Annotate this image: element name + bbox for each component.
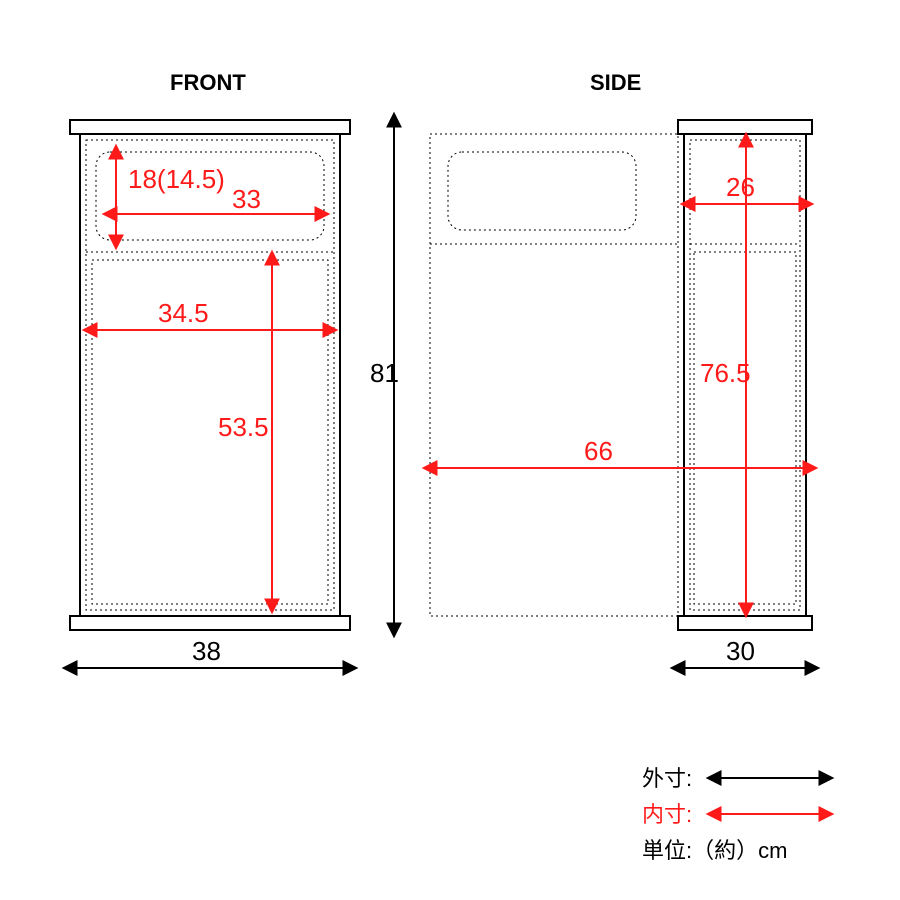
dimension-diagram: FRONT SIDE 18(14.5) 33 34.5 53.5 81 38 2… (0, 0, 900, 900)
front-opening-height: 18(14.5) (128, 164, 225, 194)
front-outer-width: 38 (192, 636, 221, 666)
side-inner-height: 76.5 (700, 358, 751, 388)
legend: 外寸: 内寸: 単位:（約）cm (642, 766, 820, 863)
side-view: 26 76.5 66 (430, 120, 812, 630)
side-inner-width: 26 (726, 172, 755, 202)
side-combined-width: 66 (584, 436, 613, 466)
legend-unit-label: 単位:（約）cm (642, 838, 787, 863)
front-opening-width: 33 (232, 184, 261, 214)
side-heading: SIDE (590, 70, 641, 95)
front-inner-width: 34.5 (158, 298, 209, 328)
front-heading: FRONT (170, 70, 246, 95)
overall-height: 81 (370, 358, 399, 388)
front-inner-height: 53.5 (218, 412, 269, 442)
side-outer-width: 30 (726, 636, 755, 666)
legend-inner-label: 内寸: (642, 802, 692, 827)
front-view: 18(14.5) 33 34.5 53.5 (70, 120, 350, 630)
legend-outer-label: 外寸: (642, 766, 692, 791)
